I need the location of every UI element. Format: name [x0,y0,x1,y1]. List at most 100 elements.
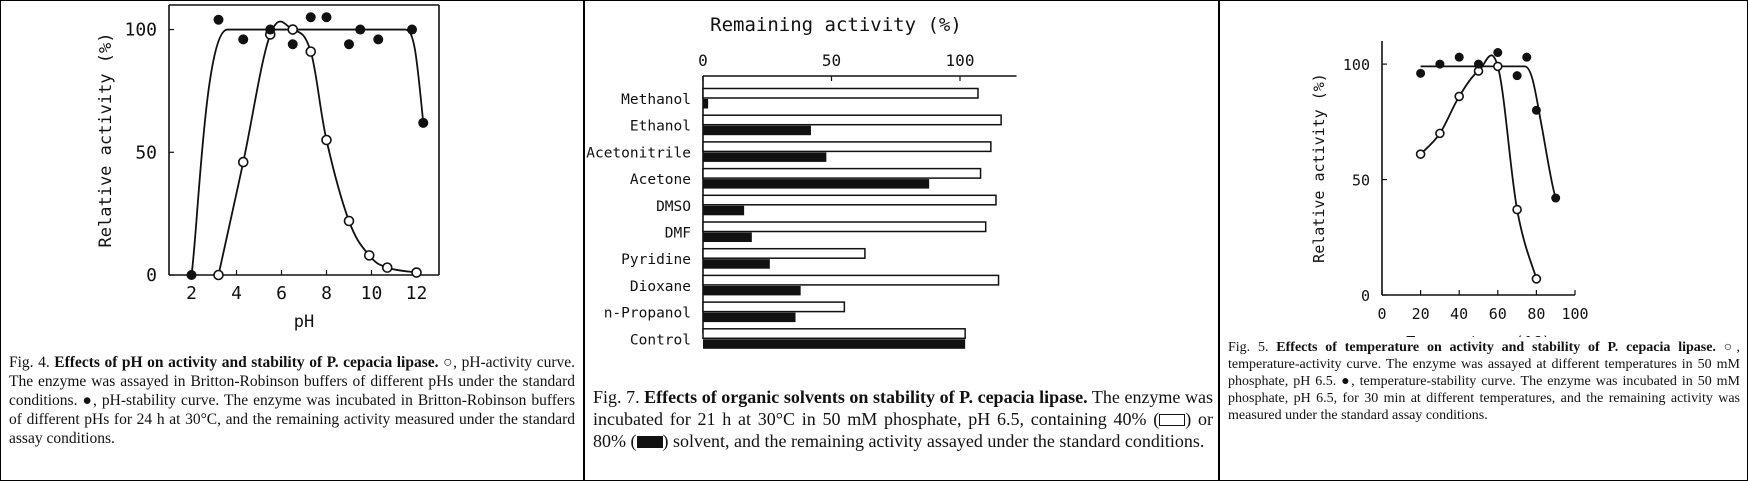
bar-40-percent [702,114,1002,126]
open-data-point [1435,128,1445,139]
filled-data-point [344,39,354,50]
filled-data-point [1522,52,1532,62]
filled-data-point [265,24,276,35]
bar-80-percent [703,312,796,323]
x-tick-label: 0 [698,51,708,70]
bar-80-percent [703,125,811,136]
y-tick-label: 0 [1361,287,1370,305]
filled-data-point [321,12,332,23]
stability-curve [190,28,425,276]
caption-fig-label: Fig. 7. [593,387,640,407]
bar-80-percent [703,99,709,109]
solvent-bar-chart: Remaining activity (%)0 50 100 Methanol Etha… [586,14,1017,349]
x-tick-label: 50 [822,51,841,70]
x-tick-label: 20 [1412,305,1430,323]
temperature-chart: 0 20 40 60 80 100 0 50 100 Temperature (°C) Relati… [1310,41,1589,337]
bar-40-percent [702,301,846,313]
open-data-point [305,46,317,57]
category-label: DMSO [656,199,691,215]
caption-text: ○, pH-activity curve. The enzyme was ass… [9,354,576,447]
filled-data-point [1531,105,1541,115]
y-axis-label: Relative activity (%) [96,33,116,248]
caption-title: Effects of organic solvents on stability… [644,387,1088,407]
caption-title: Effects of temperature on activity and s… [1276,340,1716,355]
activity-curve [1419,54,1538,280]
filled-data-point [1416,68,1426,78]
x-tick-label: 8 [321,283,332,304]
caption-text-before: The enzyme was incubated for 21 h at 30°… [593,387,1213,429]
y-tick-label: 0 [146,265,157,286]
open-data-point [1415,149,1426,159]
category-label: Control [630,332,691,348]
open-data-point [237,156,249,168]
y-axis-label: Relative activity (%) [1310,73,1328,263]
filled-data-point [287,39,298,50]
filled-data-point [305,12,316,23]
filled-data-point [238,34,249,45]
y-tick-label: 100 [1343,56,1370,74]
caption-text-after: ) solvent, and the remaining activity as… [662,431,1205,451]
bar-40-percent [702,221,987,233]
caption-fig-label: Fig. 4. [9,354,50,371]
x-tick-label: 10 [361,283,383,304]
activity-curve [217,20,417,276]
figure-panel-solvents: Remaining activity (%) 0 50 100 Methanol Etha… [584,0,1219,481]
x-tick-label: 0 [1377,305,1386,323]
y-tick-label: 50 [1352,172,1370,190]
open-box-legend-icon [1159,414,1186,426]
stability-curve [1420,65,1557,199]
bar-40-percent [702,167,982,179]
filled-data-point [1493,48,1503,58]
filled-data-point [213,14,224,25]
category-label: Acetone [630,172,691,188]
bar-40-percent [702,141,992,153]
bar-80-percent [703,205,745,216]
bar-40-percent [702,194,997,206]
x-axis-label: pH [294,312,314,332]
filled-data-point [1454,52,1464,62]
category-label: Dioxane [630,279,691,295]
category-label: Acetonitrile [586,145,691,161]
open-data-point [321,134,332,146]
open-data-point [363,250,375,261]
open-data-point [343,215,355,227]
filled-data-point [186,270,197,280]
open-data-point [411,267,422,278]
chart-title: Remaining activity (%) [710,14,962,36]
category-label: Ethanol [630,119,691,135]
caption-text: ○, temperature-activity curve. The enzym… [1228,340,1741,423]
category-label: n-Propanol [604,306,691,322]
filled-data-point [1435,59,1445,69]
open-data-point [1512,204,1522,215]
x-axis-label: Temperature (°C) [1406,333,1551,337]
bar-40-percent [702,247,866,259]
x-tick-label: 6 [276,283,287,304]
caption-fig-label: Fig. 5. [1228,340,1269,355]
figure-panel-ph: 2 4 6 8 10 12 0 50 100 pH Relative activity (%) Fi… [0,0,584,481]
bar-80-percent [703,339,966,349]
caption-temperature: Fig. 5. Effects of temperature on activi… [1228,339,1740,424]
open-data-point [1531,274,1542,284]
x-tick-label: 2 [186,283,197,304]
filled-box-legend-icon [636,436,663,448]
category-label: Methanol [621,92,691,108]
filled-data-point [418,117,429,128]
x-tick-label: 100 [1561,305,1588,323]
bar-80-percent [703,179,930,189]
caption-solvents: Fig. 7. Effects of organic solvents on s… [593,386,1213,452]
x-tick-label: 4 [231,283,242,304]
y-tick-label: 100 [124,20,157,41]
filled-data-point [407,24,417,35]
category-label: DMF [665,226,691,242]
filled-data-point [1474,59,1483,69]
filled-data-point [1512,71,1522,81]
open-data-point [381,262,393,273]
bar-40-percent [702,274,1000,286]
open-data-point [213,269,224,281]
open-data-point [1454,91,1464,102]
caption-text-middle: ) or 80% ( [593,409,1213,451]
filled-data-point [1551,193,1561,203]
bar-40-percent [702,87,979,99]
category-label: Pyridine [621,252,691,268]
x-tick-label: 60 [1489,305,1507,323]
